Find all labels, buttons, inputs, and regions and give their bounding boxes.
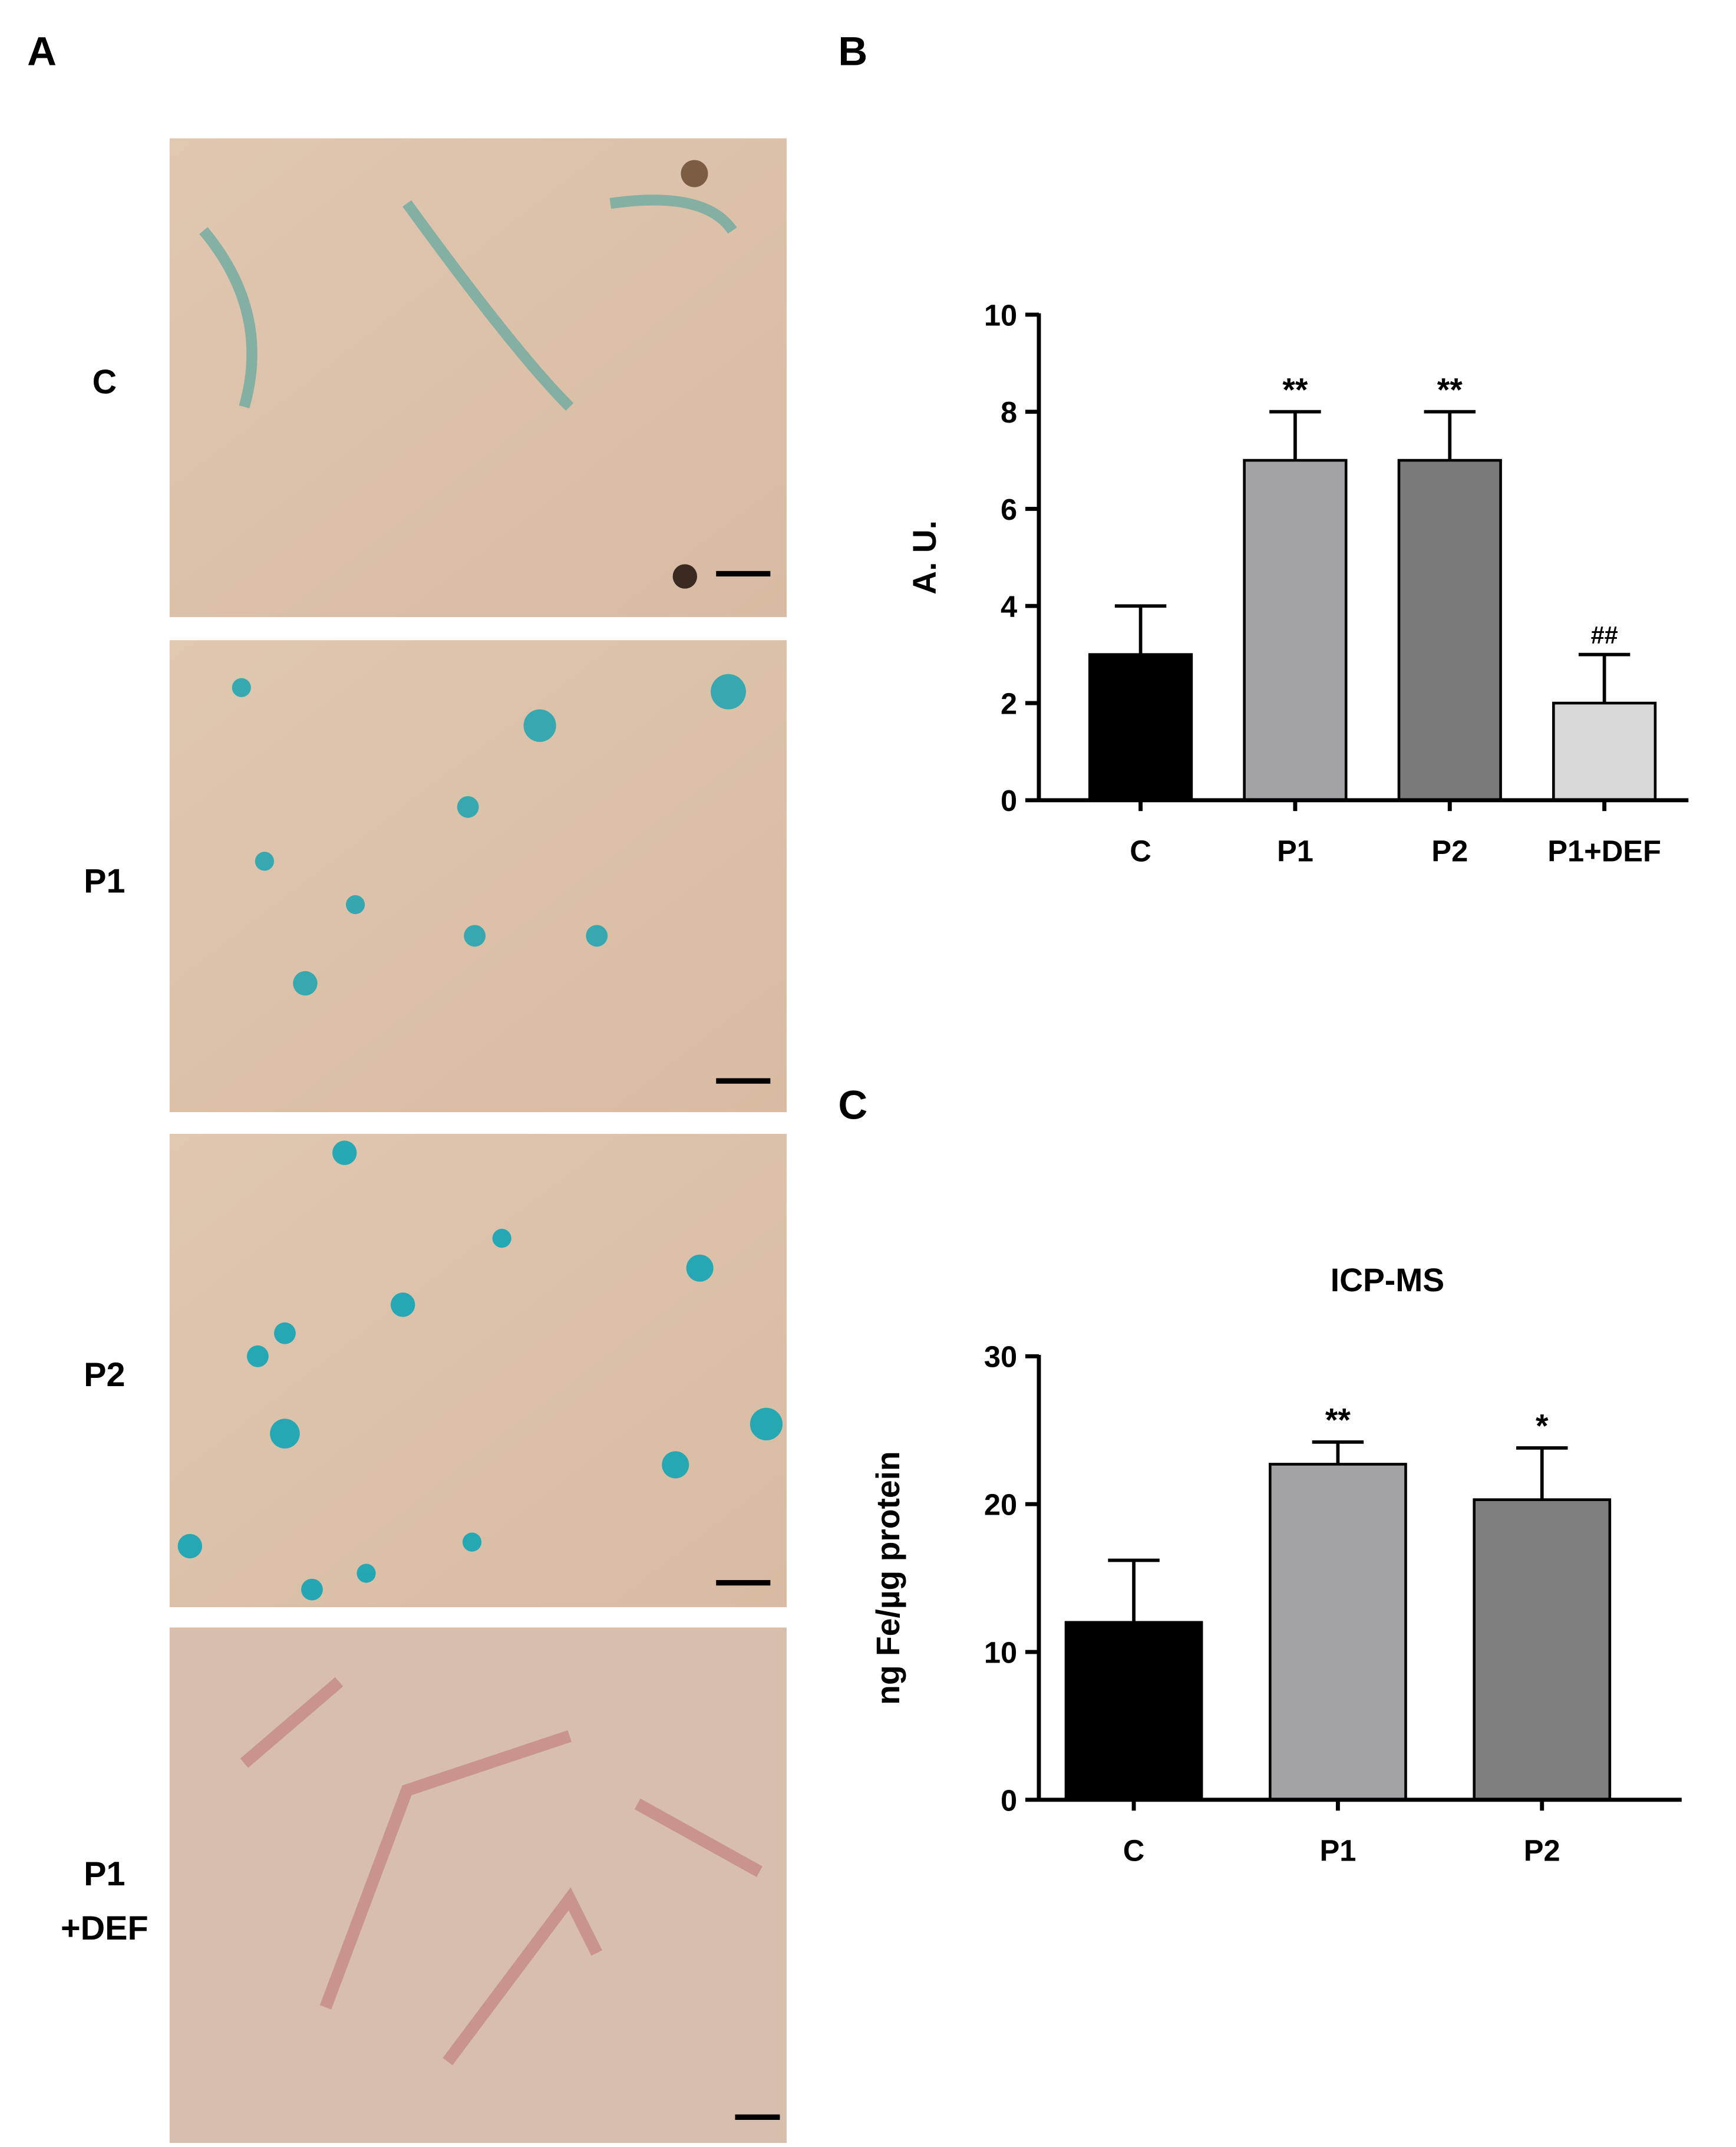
significance: ** bbox=[1325, 1401, 1351, 1438]
row-label: P1 bbox=[84, 862, 125, 900]
bar bbox=[1269, 1463, 1407, 1802]
x-tick-label: C bbox=[1130, 834, 1151, 868]
y-tick-label: 20 bbox=[984, 1488, 1017, 1522]
micrograph bbox=[169, 138, 787, 618]
micrograph bbox=[169, 1133, 787, 1608]
row-label: P2 bbox=[84, 1356, 125, 1394]
x-tick-label: P2 bbox=[1431, 834, 1468, 868]
bar bbox=[1473, 1498, 1612, 1802]
x-tick-label: P2 bbox=[1524, 1833, 1560, 1867]
significance: ## bbox=[1591, 622, 1618, 649]
x-tick-label: P1+DEF bbox=[1547, 834, 1661, 868]
x-tick-label: P1 bbox=[1319, 1833, 1356, 1867]
y-axis-label: ng Fe/µg protein bbox=[870, 1451, 906, 1705]
row-label: P1 bbox=[84, 1855, 125, 1893]
panel-label: B bbox=[838, 28, 867, 74]
row-label: +DEF bbox=[61, 1909, 148, 1947]
y-tick-label: 6 bbox=[1001, 493, 1017, 526]
y-tick-label: 8 bbox=[1001, 395, 1017, 429]
bar bbox=[1552, 701, 1657, 802]
micrograph bbox=[169, 1627, 787, 2143]
chart-title: ICP-MS bbox=[1331, 1262, 1444, 1298]
y-tick-label: 0 bbox=[1001, 784, 1017, 817]
bar bbox=[1243, 459, 1348, 802]
y-tick-label: 10 bbox=[984, 298, 1017, 332]
y-tick-label: 2 bbox=[1001, 687, 1017, 720]
y-tick-label: 4 bbox=[1001, 590, 1017, 624]
y-axis-label: A. U. bbox=[906, 520, 943, 595]
bar bbox=[1064, 1621, 1203, 1802]
significance: * bbox=[1536, 1407, 1549, 1444]
bar bbox=[1397, 459, 1502, 802]
row-label: C bbox=[93, 363, 117, 401]
bar bbox=[1088, 653, 1193, 802]
significance: ** bbox=[1282, 371, 1308, 408]
panel-label: A bbox=[27, 28, 57, 74]
x-tick-label: P1 bbox=[1277, 834, 1313, 868]
significance: ** bbox=[1437, 371, 1463, 408]
x-tick-label: C bbox=[1123, 1833, 1145, 1867]
y-tick-label: 0 bbox=[1001, 1783, 1017, 1817]
y-tick-label: 10 bbox=[984, 1635, 1017, 1669]
micrograph bbox=[169, 640, 787, 1113]
y-tick-label: 30 bbox=[984, 1340, 1017, 1374]
panel-label: C bbox=[838, 1083, 867, 1128]
